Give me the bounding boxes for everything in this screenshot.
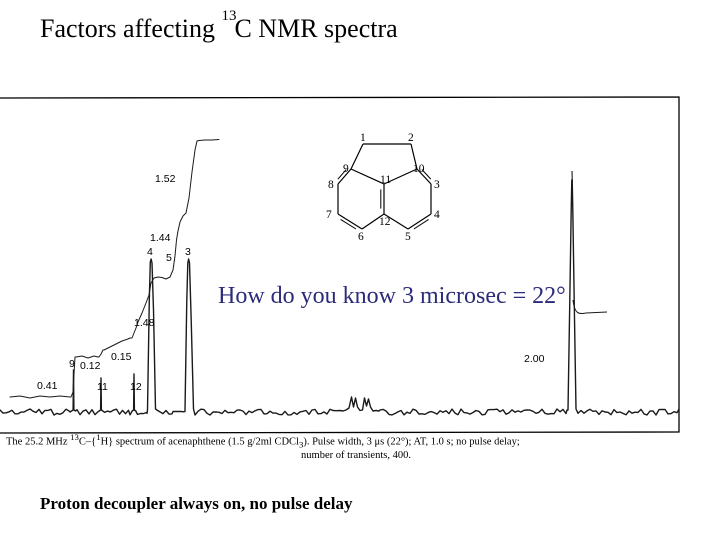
- svg-text:6: 6: [358, 231, 364, 243]
- svg-text:3: 3: [434, 179, 440, 191]
- svg-text:2.00: 2.00: [524, 353, 545, 365]
- svg-text:4: 4: [434, 209, 440, 221]
- svg-text:1.48: 1.48: [134, 317, 155, 329]
- svg-text:1.52: 1.52: [155, 173, 176, 185]
- svg-text:12: 12: [130, 381, 142, 393]
- svg-text:4: 4: [147, 246, 153, 258]
- svg-text:0.12: 0.12: [80, 360, 101, 372]
- svg-text:11: 11: [380, 174, 391, 186]
- svg-text:1.44: 1.44: [150, 232, 171, 244]
- svg-text:9: 9: [69, 358, 75, 370]
- svg-text:8: 8: [328, 179, 334, 191]
- svg-text:3: 3: [185, 246, 191, 258]
- svg-text:11: 11: [97, 381, 108, 393]
- svg-text:1: 1: [360, 132, 366, 144]
- svg-text:10: 10: [413, 163, 425, 175]
- svg-text:7: 7: [326, 209, 332, 221]
- svg-text:0.15: 0.15: [111, 351, 132, 363]
- svg-text:5: 5: [166, 252, 172, 264]
- svg-text:2: 2: [408, 132, 414, 144]
- svg-text:12: 12: [379, 216, 391, 228]
- svg-text:0.41: 0.41: [37, 380, 58, 392]
- svg-text:5: 5: [405, 231, 411, 243]
- svg-text:9: 9: [343, 163, 349, 175]
